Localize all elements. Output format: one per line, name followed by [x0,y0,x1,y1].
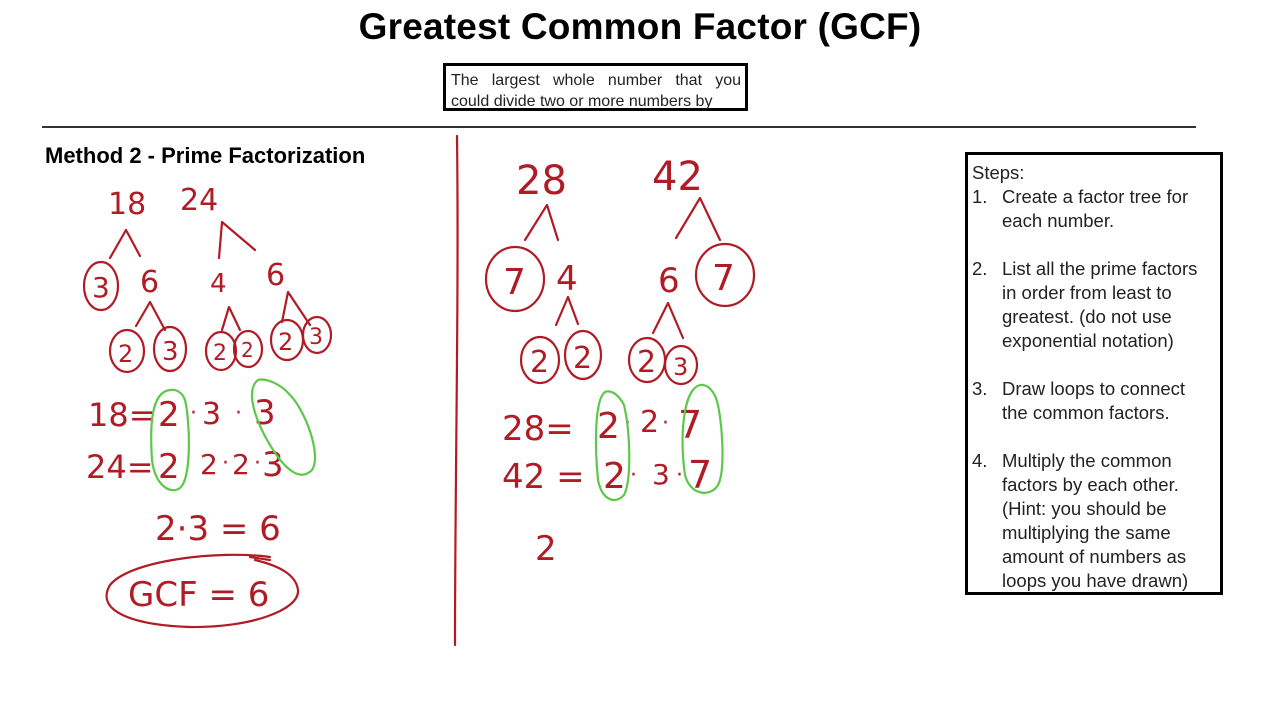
circle-3 [82,260,120,312]
page-title: Greatest Common Factor (GCF) [358,6,922,47]
steps-box: Steps: 1. Create a factor tree for each … [965,152,1223,595]
tree18-l2-a: 2 [118,340,133,368]
fact24-f2: 2 [200,448,218,481]
dot: · [676,463,683,488]
step-item: 4. Multiply the common factors by each o… [972,449,1212,593]
step-item: 2. List all the prime factors in order f… [972,257,1212,353]
step-number: 1. [972,186,988,207]
product-line: 2·3 = 6 [155,509,281,549]
horizontal-divider [42,126,1196,128]
fact42-f1: 2 [603,456,626,497]
step-text: List all the prime factors in order from… [1002,258,1198,351]
steps-label: Steps: [972,162,1025,183]
tree18-l1-b: 6 [140,265,159,300]
tree18-l2-b: 3 [162,337,179,367]
branch-4 [220,305,242,332]
number-18: 18 [108,187,146,222]
fact18-f3: 3 [254,393,276,433]
tree24-l2-d: 3 [309,325,323,350]
branch-18 [108,228,142,260]
tree42-l1-a: 6 [658,261,680,301]
fact28-lhs: 28= [502,409,574,449]
branch-6c [651,301,685,340]
fact18-lhs: 18= [88,396,156,434]
branch-28 [523,203,560,242]
steps-list: 1. Create a factor tree for each number.… [972,185,1212,593]
branch-42 [674,196,722,242]
gcf-answer-loop [105,553,300,629]
circle-7 [484,245,546,313]
step-number: 2. [972,258,988,279]
dot: · [254,451,261,476]
dot: · [630,463,637,488]
step-text: Create a factor tree for each number. [1002,186,1189,231]
circle-3 [152,325,188,373]
circle-7 [694,242,756,308]
tree24-l2-a: 2 [213,341,227,366]
tree18-l1-a: 3 [92,271,110,304]
circle-2 [232,329,264,369]
tree24-l2-b: 2 [241,338,254,362]
branch-6a [134,300,167,332]
common-factor-loop [150,388,190,492]
dot: · [235,401,242,426]
tree28-l1-a: 7 [503,262,526,303]
dot: · [190,401,197,426]
fact24-f3: 2 [232,448,250,481]
fact24-lhs: 24= [86,448,154,486]
fact42-f2: 3 [652,458,670,491]
fact18-f2: 3 [202,397,221,432]
fact28-f2: 2 [640,405,659,440]
tree28-l2-b: 2 [573,341,592,376]
common-factor-loop [250,378,317,476]
tree28-l2-a: 2 [530,345,549,380]
method-heading: Method 2 - Prime Factorization [45,143,366,168]
circle-3 [301,315,333,355]
vertical-divider [453,134,459,647]
tree42-l2-a: 2 [637,345,656,380]
tree24-l1-b: 6 [266,258,285,293]
tree42-l1-b: 7 [712,258,735,299]
branch-4b [554,295,580,327]
definition-line-2: could divide two or more numbers by [451,93,713,110]
dot: · [222,451,229,476]
number-42: 42 [652,154,703,200]
step-item: 1. Create a factor tree for each number. [972,185,1212,233]
tree28-l1-b: 4 [556,259,578,299]
fact24-f4: 3 [262,445,284,485]
circle-2 [519,335,561,385]
tree42-l2-b: 3 [673,353,688,381]
tree24-l2-c: 2 [278,328,293,356]
step-number: 3. [972,378,988,399]
dot: · [662,411,669,436]
common-factor-loop [594,390,631,502]
definition-box: The largest whole number that you could … [443,63,748,111]
definition-line-1: The largest whole number that you [451,72,741,89]
partial-answer: 2 [535,529,557,569]
gcf-result: GCF = 6 [128,575,269,615]
fact42-lhs: 42 = [502,457,585,497]
common-factor-loop [681,383,724,494]
tree24-l1-a: 4 [210,269,227,299]
fact28-f1: 2 [597,406,620,447]
number-28: 28 [516,158,567,204]
fact18-f1: 2 [158,395,180,435]
step-text: Multiply the common factors by each othe… [1002,450,1189,591]
step-item: 3. Draw loops to connect the common fact… [972,377,1212,425]
fact42-f3: 7 [688,453,712,497]
branch-24 [217,220,257,260]
circle-2 [204,330,238,372]
circle-2 [108,328,146,374]
branch-6b [280,290,312,327]
number-24: 24 [180,183,218,218]
step-number: 4. [972,450,988,471]
circle-3 [663,344,699,386]
step-text: Draw loops to connect the common factors… [1002,378,1186,423]
circle-2 [563,329,603,381]
fact24-f1: 2 [158,447,180,487]
